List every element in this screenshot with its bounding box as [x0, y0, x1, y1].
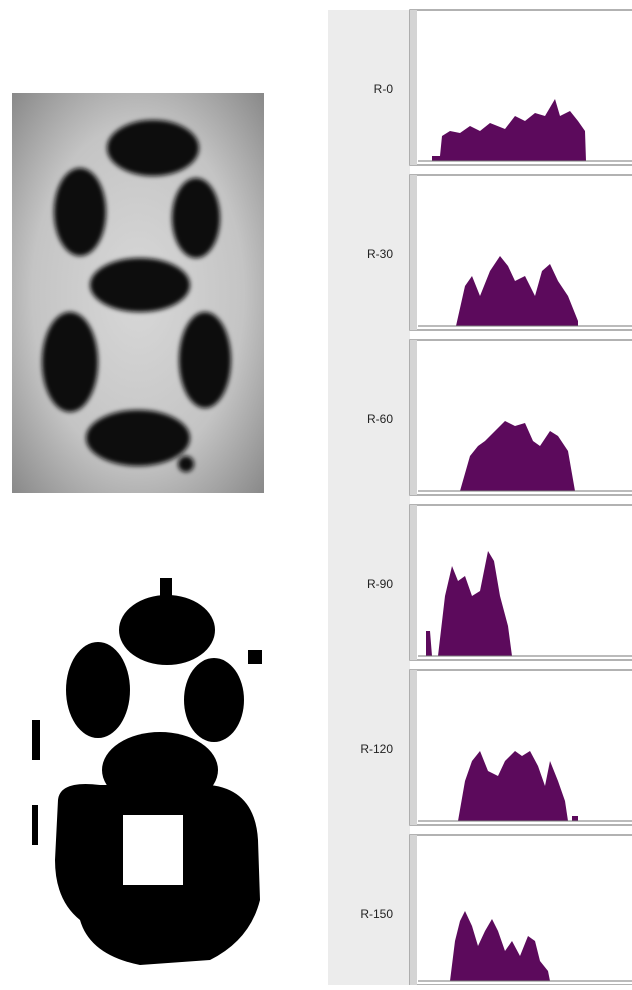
- panel-edge: [410, 175, 417, 330]
- panel-edge: [410, 340, 417, 495]
- panel-edge: [410, 505, 417, 660]
- screenshot: R-0 R-30 R-60 R-90 R-120 R-150: [0, 0, 632, 985]
- panel-label: R-150: [360, 907, 393, 921]
- label-strip: [328, 10, 410, 985]
- panel-edge: [410, 835, 417, 985]
- digit-binary: [32, 578, 262, 965]
- panel-label: R-120: [360, 742, 393, 756]
- panel-label: R-0: [374, 82, 394, 96]
- panel-label: R-90: [367, 577, 393, 591]
- panel-edge: [410, 10, 417, 165]
- panel-label: R-60: [367, 412, 393, 426]
- digit-photo: [12, 93, 264, 493]
- panel-label: R-30: [367, 247, 393, 261]
- panel-edge: [410, 670, 417, 825]
- histogram-panel: R-0: [374, 10, 632, 165]
